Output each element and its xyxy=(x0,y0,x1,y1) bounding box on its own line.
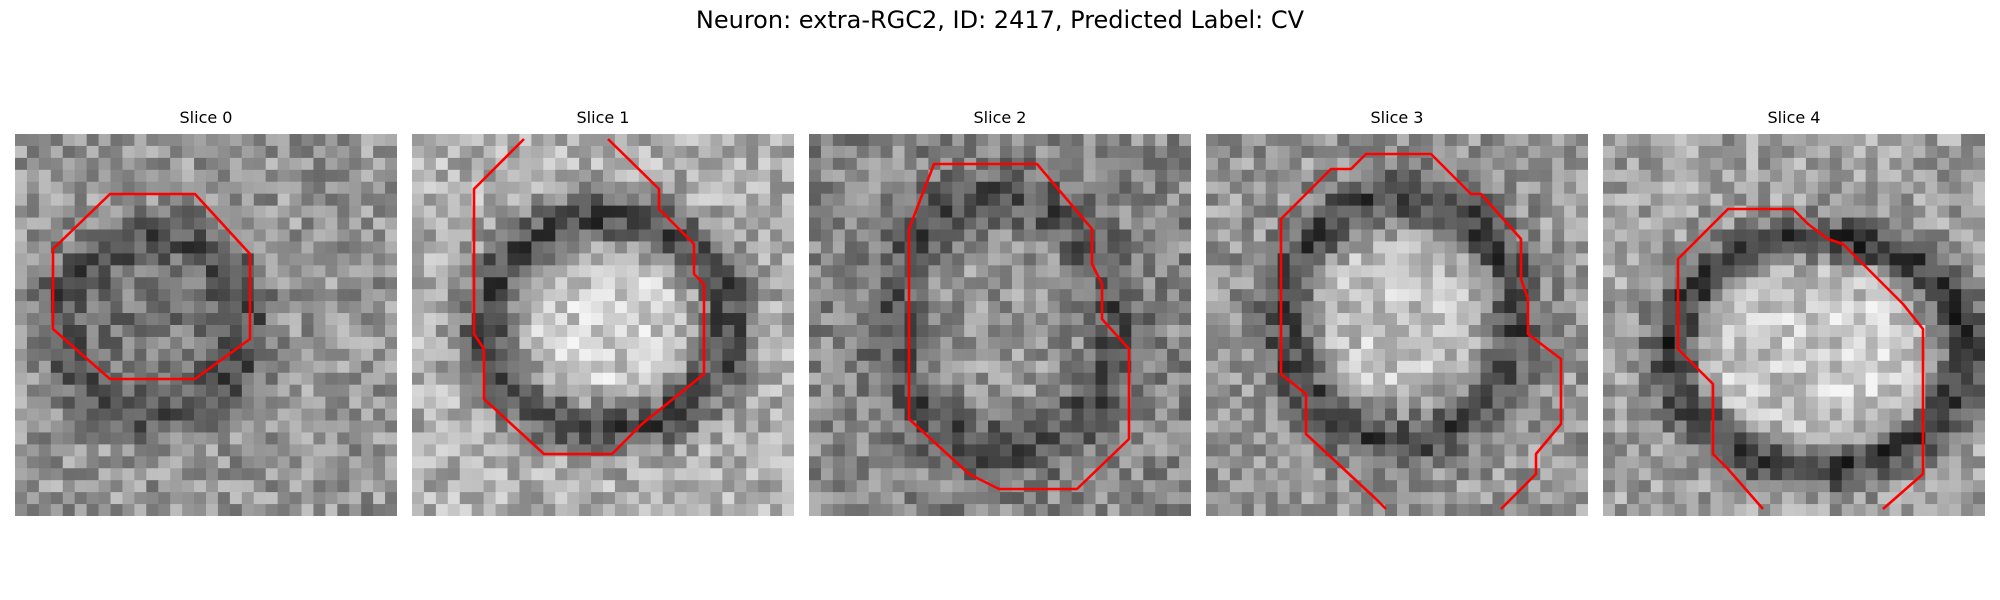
contour-outline xyxy=(472,138,706,456)
pixel-grid xyxy=(412,134,794,516)
slice-svg-3 xyxy=(1206,134,1588,516)
pixel-grid xyxy=(1206,134,1588,516)
pixel-grid xyxy=(1603,134,1985,516)
slice-image-4 xyxy=(1603,134,1985,516)
contour-outline xyxy=(1676,207,1925,510)
slice-title-1: Slice 1 xyxy=(576,108,630,127)
contour-outline xyxy=(1279,152,1563,510)
slice-svg-1 xyxy=(412,134,794,516)
figure-title: Neuron: extra-RGC2, ID: 2417, Predicted … xyxy=(695,6,1305,34)
slice-title-0: Slice 0 xyxy=(179,108,233,127)
contour-outline xyxy=(51,192,252,381)
contour-outline xyxy=(1375,498,1387,510)
slice-image-0 xyxy=(15,134,397,516)
slice-image-2 xyxy=(809,134,1191,516)
slice-svg-2 xyxy=(809,134,1191,516)
slice-image-3 xyxy=(1206,134,1588,516)
pixel-grid xyxy=(15,134,397,516)
pixel-grid xyxy=(809,134,1191,516)
contour-outline xyxy=(907,162,1131,491)
slice-title-3: Slice 3 xyxy=(1370,108,1424,127)
slice-svg-4 xyxy=(1603,134,1985,516)
slice-title-4: Slice 4 xyxy=(1767,108,1821,127)
slice-svg-0 xyxy=(15,134,397,516)
slice-title-2: Slice 2 xyxy=(973,108,1027,127)
slice-image-1 xyxy=(412,134,794,516)
